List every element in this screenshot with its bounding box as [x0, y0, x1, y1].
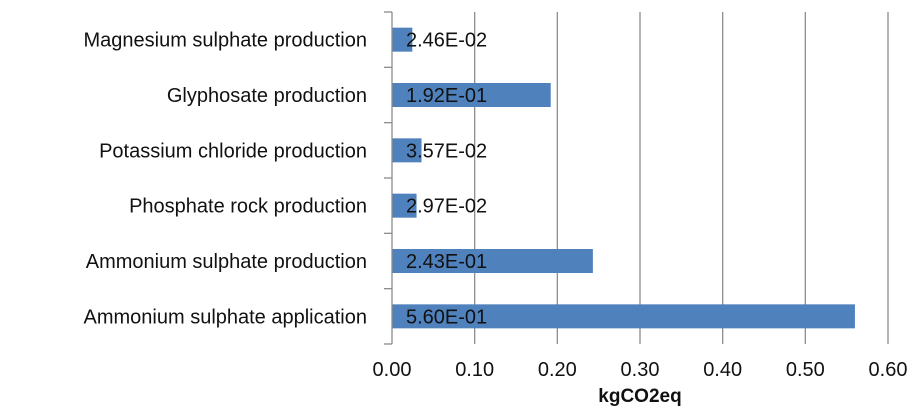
x-tick-label: 0.60 [869, 359, 908, 381]
bar [392, 138, 422, 163]
x-tick-label: 0.40 [703, 359, 742, 381]
category-labels: Magnesium sulphate production Glyphosate … [83, 30, 367, 329]
category-label: Magnesium sulphate production [83, 30, 367, 52]
x-tick-label: 0.10 [455, 359, 494, 381]
x-tick-label: 0.00 [373, 359, 412, 381]
category-label: Glyphosate production [167, 85, 367, 107]
category-label: Potassium chloride production [99, 140, 367, 162]
bars [392, 27, 855, 329]
data-label: 2.43E-01 [406, 251, 487, 273]
grid-lines [474, 12, 889, 344]
x-tick-label: 0.50 [786, 359, 825, 381]
category-label: Ammonium sulphate production [86, 251, 367, 273]
data-labels: 2.46E-02 1.92E-01 3.57E-02 2.97E-02 2.43E-01… [406, 30, 487, 329]
x-tick-label: 0.30 [621, 359, 660, 381]
bar [392, 83, 551, 107]
axis-ticks [384, 11, 392, 345]
category-label: Phosphate rock production [129, 196, 367, 218]
bar [392, 27, 413, 52]
data-label: 3.57E-02 [406, 140, 487, 162]
data-label: 1.92E-01 [406, 85, 487, 107]
x-axis-title: kgCO2eq [598, 386, 681, 407]
data-label: 2.97E-02 [406, 196, 487, 218]
x-tick-label: 0.20 [538, 359, 577, 381]
bar [392, 249, 593, 273]
bar [392, 193, 417, 218]
data-label: 5.60E-01 [406, 306, 487, 328]
data-label: 2.46E-02 [406, 30, 487, 52]
x-tick-labels: 0.00 0.10 0.20 0.30 0.40 0.50 0.60 [373, 359, 908, 381]
bar [392, 304, 855, 329]
category-label: Ammonium sulphate application [84, 306, 368, 328]
